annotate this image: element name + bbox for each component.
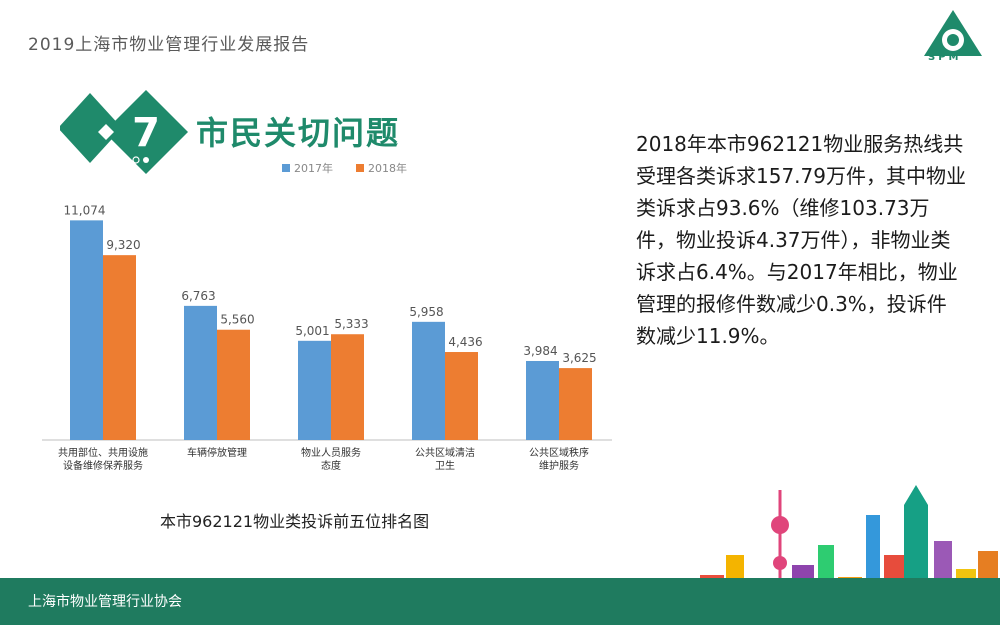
data-label-4-0: 3,984 xyxy=(523,344,557,358)
data-label-1-1: 5,560 xyxy=(220,313,254,327)
category-label-2-0: 物业人员服务 xyxy=(301,446,361,459)
legend-swatch-1 xyxy=(356,164,364,172)
bar-0-1 xyxy=(103,255,136,440)
category-label-2-1: 态度 xyxy=(321,459,341,472)
bar-1-0 xyxy=(184,305,217,440)
legend-label-0: 2017年 xyxy=(294,161,333,175)
category-label-0-0: 共用部位、共用设施 xyxy=(58,446,148,459)
data-label-0-1: 9,320 xyxy=(106,238,140,252)
category-label-3-0: 公共区域清洁 xyxy=(415,446,475,459)
data-label-3-1: 4,436 xyxy=(448,335,482,349)
bar-4-1 xyxy=(559,368,592,440)
footer-text: 上海市物业管理行业协会 xyxy=(28,594,182,610)
section-number: 7 xyxy=(132,110,160,156)
category-label-1-0: 车辆停放管理 xyxy=(187,446,247,459)
footer-bar: 上海市物业管理行业协会 xyxy=(0,578,1000,625)
spm-logo-icon xyxy=(924,10,982,56)
category-label-0-1: 设备维修保养服务 xyxy=(63,459,143,472)
legend-label-1: 2018年 xyxy=(368,161,407,175)
data-label-2-0: 5,001 xyxy=(295,324,329,338)
logo-text: SPM xyxy=(928,52,962,63)
section-title: 市民关切问题 xyxy=(196,114,401,152)
chart-caption: 本市962121物业类投诉前五位排名图 xyxy=(160,512,430,531)
data-label-2-1: 5,333 xyxy=(334,317,368,331)
category-label-4-0: 公共区域秩序 xyxy=(529,446,589,459)
description-text: 2018年本市962121物业服务热线共受理各类诉求157.79万件，其中物业类… xyxy=(636,132,966,348)
data-label-3-0: 5,958 xyxy=(409,305,443,319)
bar-2-1 xyxy=(331,334,364,440)
bar-4-0 xyxy=(526,360,559,440)
legend-swatch-0 xyxy=(282,164,290,172)
data-label-1-0: 6,763 xyxy=(181,289,215,303)
badge-diamond-left-icon xyxy=(60,93,122,163)
section-badge: 7 xyxy=(60,90,188,174)
bar-3-0 xyxy=(412,321,445,440)
report-title: 2019上海市物业管理行业发展报告 xyxy=(28,35,310,55)
badge-diamond-right-icon xyxy=(104,90,188,174)
bar-1-1 xyxy=(217,329,250,440)
bar-2-0 xyxy=(298,340,331,440)
data-label-4-1: 3,625 xyxy=(562,351,596,365)
data-label-0-0: 11,074 xyxy=(64,203,106,217)
bar-3-1 xyxy=(445,352,478,440)
category-label-3-1: 卫生 xyxy=(435,459,455,472)
category-label-4-1: 维护服务 xyxy=(539,459,579,472)
bar-0-0 xyxy=(70,220,103,440)
